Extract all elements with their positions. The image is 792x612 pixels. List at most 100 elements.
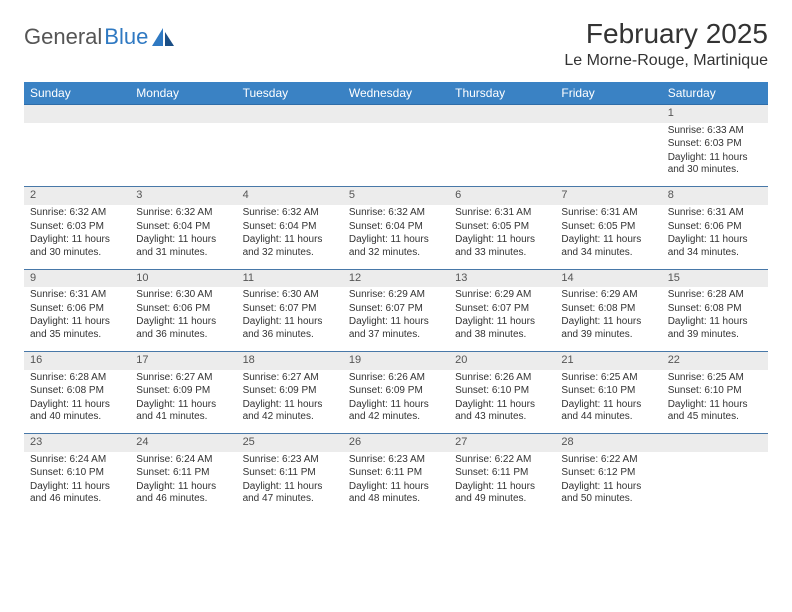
logo: GeneralBlue [24, 18, 174, 50]
day-cell: Sunrise: 6:29 AMSunset: 6:08 PMDaylight:… [555, 287, 661, 351]
sunset-text: Sunset: 6:03 PM [30, 221, 124, 234]
day-cell: Sunrise: 6:33 AMSunset: 6:03 PMDaylight:… [662, 123, 768, 187]
day-cell [662, 452, 768, 516]
sunset-text: Sunset: 6:11 PM [349, 467, 443, 480]
sunrise-text: Sunrise: 6:25 AM [561, 372, 655, 385]
day-number: 26 [343, 434, 449, 452]
day-cell: Sunrise: 6:27 AMSunset: 6:09 PMDaylight:… [237, 370, 343, 434]
content-row: Sunrise: 6:31 AMSunset: 6:06 PMDaylight:… [24, 287, 768, 351]
daynum-row: 9101112131415 [24, 269, 768, 287]
daylight-text: Daylight: 11 hours and 34 minutes. [668, 234, 762, 259]
sunrise-text: Sunrise: 6:29 AM [349, 289, 443, 302]
sunrise-text: Sunrise: 6:31 AM [561, 207, 655, 220]
day-cell: Sunrise: 6:25 AMSunset: 6:10 PMDaylight:… [555, 370, 661, 434]
daynum-row: 1 [24, 105, 768, 123]
day-number: 19 [343, 351, 449, 369]
sunset-text: Sunset: 6:07 PM [349, 303, 443, 316]
weekday-header: Tuesday [237, 82, 343, 105]
daylight-text: Daylight: 11 hours and 34 minutes. [561, 234, 655, 259]
daylight-text: Daylight: 11 hours and 42 minutes. [243, 399, 337, 424]
day-number: 7 [555, 187, 661, 205]
daylight-text: Daylight: 11 hours and 45 minutes. [668, 399, 762, 424]
day-number [343, 105, 449, 123]
sunrise-text: Sunrise: 6:31 AM [668, 207, 762, 220]
sunrise-text: Sunrise: 6:29 AM [455, 289, 549, 302]
weekday-header: Friday [555, 82, 661, 105]
content-row: Sunrise: 6:24 AMSunset: 6:10 PMDaylight:… [24, 452, 768, 516]
weekday-header: Monday [130, 82, 236, 105]
day-number [555, 105, 661, 123]
day-cell [343, 123, 449, 187]
weekday-header: Saturday [662, 82, 768, 105]
day-cell: Sunrise: 6:31 AMSunset: 6:05 PMDaylight:… [555, 205, 661, 269]
day-cell [24, 123, 130, 187]
sunrise-text: Sunrise: 6:27 AM [243, 372, 337, 385]
sunset-text: Sunset: 6:06 PM [30, 303, 124, 316]
weekday-header: Sunday [24, 82, 130, 105]
sunset-text: Sunset: 6:09 PM [136, 385, 230, 398]
sunset-text: Sunset: 6:09 PM [349, 385, 443, 398]
day-number: 28 [555, 434, 661, 452]
sunrise-text: Sunrise: 6:24 AM [136, 454, 230, 467]
sunset-text: Sunset: 6:05 PM [455, 221, 549, 234]
sunset-text: Sunset: 6:04 PM [243, 221, 337, 234]
calendar-table: SundayMondayTuesdayWednesdayThursdayFrid… [24, 82, 768, 516]
day-number: 13 [449, 269, 555, 287]
daylight-text: Daylight: 11 hours and 36 minutes. [136, 316, 230, 341]
day-cell: Sunrise: 6:32 AMSunset: 6:03 PMDaylight:… [24, 205, 130, 269]
day-number: 5 [343, 187, 449, 205]
sunset-text: Sunset: 6:10 PM [668, 385, 762, 398]
daylight-text: Daylight: 11 hours and 48 minutes. [349, 481, 443, 506]
sunrise-text: Sunrise: 6:32 AM [243, 207, 337, 220]
day-cell: Sunrise: 6:26 AMSunset: 6:10 PMDaylight:… [449, 370, 555, 434]
sunset-text: Sunset: 6:06 PM [136, 303, 230, 316]
sunrise-text: Sunrise: 6:32 AM [136, 207, 230, 220]
day-number: 27 [449, 434, 555, 452]
day-number: 23 [24, 434, 130, 452]
day-cell: Sunrise: 6:23 AMSunset: 6:11 PMDaylight:… [237, 452, 343, 516]
sunrise-text: Sunrise: 6:32 AM [30, 207, 124, 220]
daylight-text: Daylight: 11 hours and 37 minutes. [349, 316, 443, 341]
day-number: 12 [343, 269, 449, 287]
sunset-text: Sunset: 6:11 PM [455, 467, 549, 480]
daynum-row: 2345678 [24, 187, 768, 205]
sunrise-text: Sunrise: 6:31 AM [30, 289, 124, 302]
weekday-header-row: SundayMondayTuesdayWednesdayThursdayFrid… [24, 82, 768, 105]
day-number: 8 [662, 187, 768, 205]
sunset-text: Sunset: 6:05 PM [561, 221, 655, 234]
sunset-text: Sunset: 6:08 PM [668, 303, 762, 316]
day-number: 10 [130, 269, 236, 287]
day-cell [237, 123, 343, 187]
day-cell: Sunrise: 6:32 AMSunset: 6:04 PMDaylight:… [237, 205, 343, 269]
month-title: February 2025 [564, 18, 768, 50]
day-cell: Sunrise: 6:27 AMSunset: 6:09 PMDaylight:… [130, 370, 236, 434]
sunset-text: Sunset: 6:07 PM [455, 303, 549, 316]
sunrise-text: Sunrise: 6:31 AM [455, 207, 549, 220]
sunrise-text: Sunrise: 6:29 AM [561, 289, 655, 302]
content-row: Sunrise: 6:28 AMSunset: 6:08 PMDaylight:… [24, 370, 768, 434]
daylight-text: Daylight: 11 hours and 40 minutes. [30, 399, 124, 424]
day-cell: Sunrise: 6:31 AMSunset: 6:05 PMDaylight:… [449, 205, 555, 269]
sunset-text: Sunset: 6:04 PM [349, 221, 443, 234]
sunset-text: Sunset: 6:08 PM [30, 385, 124, 398]
daylight-text: Daylight: 11 hours and 35 minutes. [30, 316, 124, 341]
sunrise-text: Sunrise: 6:30 AM [243, 289, 337, 302]
sunrise-text: Sunrise: 6:33 AM [668, 125, 762, 138]
day-cell [130, 123, 236, 187]
day-number [237, 105, 343, 123]
sunset-text: Sunset: 6:03 PM [668, 138, 762, 151]
daylight-text: Daylight: 11 hours and 49 minutes. [455, 481, 549, 506]
daylight-text: Daylight: 11 hours and 50 minutes. [561, 481, 655, 506]
weekday-header: Thursday [449, 82, 555, 105]
day-cell: Sunrise: 6:30 AMSunset: 6:06 PMDaylight:… [130, 287, 236, 351]
daylight-text: Daylight: 11 hours and 30 minutes. [668, 152, 762, 177]
day-number: 17 [130, 351, 236, 369]
day-number: 15 [662, 269, 768, 287]
daylight-text: Daylight: 11 hours and 31 minutes. [136, 234, 230, 259]
day-number: 6 [449, 187, 555, 205]
day-number: 25 [237, 434, 343, 452]
logo-text-2: Blue [104, 24, 148, 50]
day-cell: Sunrise: 6:32 AMSunset: 6:04 PMDaylight:… [130, 205, 236, 269]
daylight-text: Daylight: 11 hours and 32 minutes. [349, 234, 443, 259]
day-cell: Sunrise: 6:26 AMSunset: 6:09 PMDaylight:… [343, 370, 449, 434]
